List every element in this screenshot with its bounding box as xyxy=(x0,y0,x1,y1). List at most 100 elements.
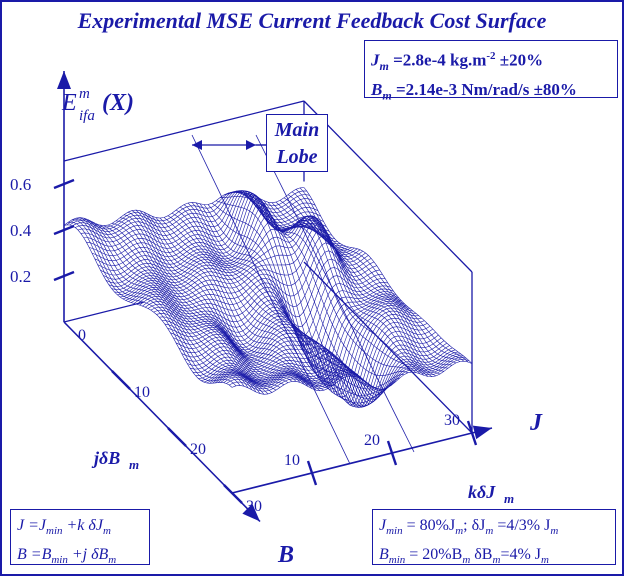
z-tick xyxy=(53,224,75,236)
z-axis-label-E: E xyxy=(61,90,77,116)
x-axis-label: kδJ xyxy=(468,482,496,502)
b-tick-label: 30 xyxy=(246,498,262,515)
b-tick xyxy=(223,484,243,504)
b-tick xyxy=(167,427,187,447)
mesh-line-k xyxy=(63,224,233,388)
range-line-j: Jmin = 80%Jm; δJm =4/3% Jm xyxy=(379,517,559,538)
mesh-line-k xyxy=(139,210,309,387)
mesh-line-k xyxy=(171,212,341,381)
mesh-line-k xyxy=(299,187,469,363)
mesh-line-k xyxy=(83,217,253,391)
mesh-line-k xyxy=(211,202,381,390)
mesh-line-k xyxy=(183,204,353,377)
z-axis-label-arg: (X) xyxy=(102,90,134,116)
z-axis-label-sup: m xyxy=(79,86,90,102)
range-box: Jmin = 80%Jm; δJm =4/3% Jm Bmin = 20%Bm … xyxy=(372,509,616,566)
mesh-line-k xyxy=(143,212,313,389)
b-tick-label: 10 xyxy=(134,384,150,401)
parameter-box: Jm =2.8e-4 kg.m-2 ±20% Bm =2.14e-3 Nm/ra… xyxy=(364,40,618,102)
y-axis-label: jδB xyxy=(91,448,120,468)
mesh-line-k xyxy=(91,221,261,394)
j-tick-label: 30 xyxy=(444,412,460,429)
b-tick-label: 0 xyxy=(78,327,86,344)
formula-box: J =Jmin +k δJm B =Bmin +j δBm xyxy=(10,509,150,566)
b-axis-arrow xyxy=(242,503,260,522)
j-tick xyxy=(386,440,398,466)
mesh-line-k xyxy=(255,196,425,376)
back-top-edge xyxy=(63,100,305,162)
z-tick xyxy=(53,270,75,282)
right-top-edge xyxy=(303,100,473,273)
mesh-line-k xyxy=(179,206,349,377)
j-tick xyxy=(466,420,478,446)
mesh-line-k xyxy=(99,224,269,395)
lobe-guide-left xyxy=(191,134,351,465)
lobe-arrow-right xyxy=(246,140,256,150)
mesh-line-k xyxy=(291,191,461,362)
lobe-line2: Lobe xyxy=(276,146,318,168)
z-tick xyxy=(53,178,75,190)
mesh-line-k xyxy=(147,214,317,391)
mesh-line-k xyxy=(87,219,257,393)
param-line-j: Jm =2.8e-4 kg.m-2 ±20% xyxy=(371,50,544,74)
y-axis-name: B xyxy=(277,542,294,568)
mesh-line-k xyxy=(135,209,305,385)
b-tick xyxy=(111,370,131,390)
mesh-line-k xyxy=(227,190,397,407)
mesh-line-k xyxy=(207,204,377,389)
j-tick xyxy=(306,460,318,486)
right-bottom-edge xyxy=(303,261,473,434)
mesh-line-k xyxy=(295,189,465,362)
x-axis-label-sub: m xyxy=(504,491,514,506)
mesh-line-k xyxy=(271,202,441,375)
mesh-line-k xyxy=(195,202,365,382)
mesh-line-k xyxy=(155,217,325,391)
mesh-line-k xyxy=(159,217,329,389)
back-bottom-edge xyxy=(63,301,145,323)
mesh-line-k xyxy=(267,202,437,377)
b-axis-line xyxy=(63,321,233,494)
z-axis-label-sub: ifa xyxy=(79,108,95,124)
param-line-b: Bm =2.14e-3 Nm/rad/s ±80% xyxy=(371,80,577,103)
mesh-line-j xyxy=(94,194,335,267)
formula-j: J =Jmin +k δJm xyxy=(17,517,111,538)
y-axis-label-sub: m xyxy=(129,457,139,472)
lobe-line1: Main xyxy=(274,119,320,141)
mesh-line-k xyxy=(275,201,445,372)
mesh-line-k xyxy=(239,192,409,376)
mesh-line-k xyxy=(251,194,421,375)
tick-marks: 0.2 0.4 0.6 0 10 20 30 10 20 30 xyxy=(10,175,478,515)
mesh-line-k xyxy=(71,219,241,386)
mesh-line-k xyxy=(123,214,293,382)
mesh-line-k xyxy=(127,211,297,382)
x-axis-name: J xyxy=(529,410,543,436)
mesh-line-k xyxy=(203,204,373,387)
mesh-line-k xyxy=(67,221,237,387)
mesh-line-k xyxy=(163,217,333,387)
mesh-line-k xyxy=(103,225,273,393)
mesh-line-k xyxy=(131,210,301,383)
chart-title: Experimental MSE Current Feedback Cost S… xyxy=(77,8,547,33)
mesh-line-k xyxy=(259,198,429,377)
mesh-line-k xyxy=(191,202,361,379)
mesh-line-k xyxy=(119,217,289,383)
mesh-line-k xyxy=(79,217,249,388)
mesh-line-k xyxy=(175,209,345,378)
mesh-line-k xyxy=(287,194,457,364)
mesh-line-k xyxy=(111,223,281,388)
mesh-line-k xyxy=(151,216,321,392)
j-tick-label: 20 xyxy=(364,432,380,449)
formula-b: B =Bmin +j δBm xyxy=(17,546,117,567)
mesh-line-k xyxy=(263,200,433,377)
mesh-line-k xyxy=(107,224,277,391)
surface-mesh xyxy=(63,187,473,408)
mesh-line-k xyxy=(115,220,285,385)
mesh-line-k xyxy=(75,217,245,387)
lobe-guide-right xyxy=(255,134,415,453)
j-tick-label: 10 xyxy=(284,452,300,469)
z-axis-arrow xyxy=(57,71,71,89)
mesh-line-k xyxy=(303,187,473,364)
mesh-line-k xyxy=(167,215,337,384)
